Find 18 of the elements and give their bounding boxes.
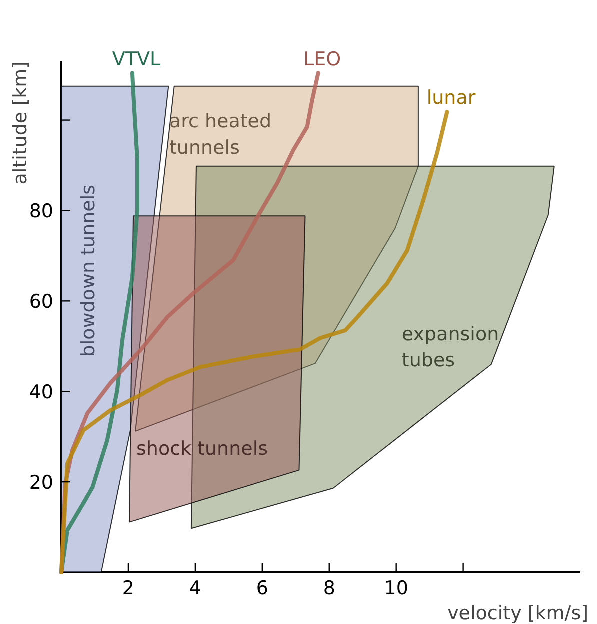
series-label: lunar xyxy=(426,87,476,110)
y-tick-label: 80 xyxy=(29,200,54,223)
series-label: VTVL xyxy=(112,48,161,70)
series-label: blowdown tunnels xyxy=(77,184,100,358)
x-tick-label: 6 xyxy=(256,578,268,600)
x-tick-label: 4 xyxy=(189,578,202,600)
y-tick-label: 20 xyxy=(29,472,54,494)
x-axis-title: velocity [km/s] xyxy=(448,602,589,624)
x-tick-label: 10 xyxy=(384,578,408,600)
x-tick-label: 2 xyxy=(122,578,135,600)
y-tick-label: 40 xyxy=(29,382,54,404)
series-label: arc heated tunnels xyxy=(169,110,272,159)
x-tick-label: 8 xyxy=(323,578,336,600)
series-label: expansion tubes xyxy=(402,323,500,372)
y-tick-label: 60 xyxy=(29,291,54,314)
series-label: shock tunnels xyxy=(136,438,268,460)
series-label: LEO xyxy=(304,48,342,70)
y-axis-title: altitude [km] xyxy=(10,61,32,185)
